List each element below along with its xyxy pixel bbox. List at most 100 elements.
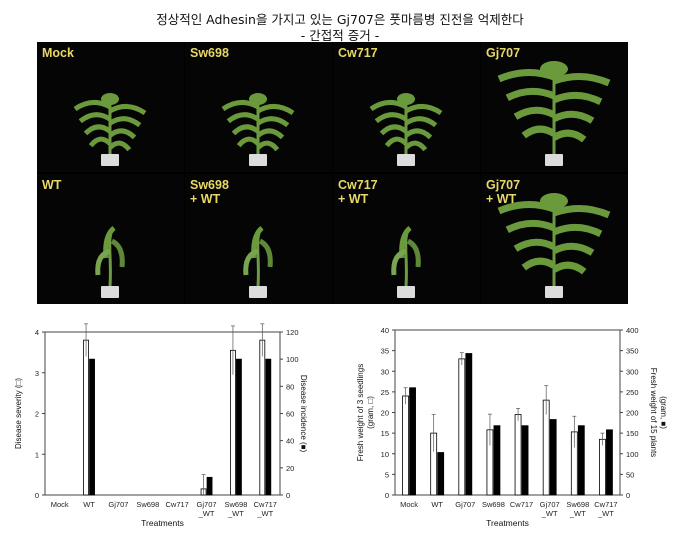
plant-photo-grid: Mock Sw698 Cw717 Gj707 WT Sw698 + WT Cw717 + W… [37, 42, 628, 304]
x-axis-title: Treatments [486, 518, 529, 528]
figure-subtitle: - 간접적 증거 - [300, 28, 380, 43]
y-tick-label: 20 [381, 409, 389, 418]
y-tick-label: 0 [35, 491, 39, 500]
x-tick-label: Gj707 [108, 500, 128, 509]
bar-filled [465, 353, 473, 496]
x-tick-label: Cw717 [254, 500, 277, 509]
bar-filled [265, 358, 272, 496]
healthy-plant-icon [221, 93, 295, 154]
bar-filled [89, 358, 95, 496]
x-tick-label: _WT [541, 509, 558, 518]
x-tick-label: Sw698 [136, 500, 159, 509]
x-tick-label: WT [431, 500, 443, 509]
bar-filled [206, 476, 213, 496]
bar-filled [606, 429, 613, 496]
healthy-plant-icon [497, 61, 611, 154]
x-tick-label: WT [83, 500, 95, 509]
x-tick-label: Sw698 [224, 500, 247, 509]
y-tick-label: 2 [35, 410, 39, 419]
x-tick-label: Cw717 [594, 500, 617, 509]
bar-filled [577, 425, 585, 496]
x-tick-label: Sw698 [482, 500, 505, 509]
photo-panel: Sw698 [185, 42, 332, 172]
plant-pot [545, 154, 563, 166]
y-right-tick-label: 120 [286, 328, 299, 337]
wilted-plant-icon [243, 226, 273, 287]
y-right-tick-label: 400 [626, 326, 639, 335]
x-tick-label: Mock [51, 500, 69, 509]
y-right-axis-title: Fresh weight of 15 plants [649, 368, 658, 457]
treatment-label: Mock [42, 46, 74, 60]
x-tick-label: Gj707 [540, 500, 560, 509]
treatment-label: Gj707 [486, 46, 521, 60]
y-right-tick-label: 150 [626, 429, 639, 438]
fresh-weight-chart: 0510152025303540050100150200250300350400… [356, 326, 668, 528]
y-axis-title: Disease severity (□) [14, 378, 23, 449]
y-right-tick-label: 0 [626, 491, 630, 500]
x-tick-label: _WT [227, 509, 244, 518]
photo-panel: Cw717 [333, 42, 480, 172]
treatment-label: Gj707 + WT [486, 178, 521, 206]
healthy-plant-icon [497, 193, 611, 286]
photo-panel: Gj707 + WT [481, 174, 628, 304]
y-tick-label: 4 [35, 328, 39, 337]
bar-filled [437, 452, 445, 496]
bar-filled [409, 387, 416, 496]
y-axis-title: Fresh weight of 3 seedlings [356, 364, 365, 461]
plant-pot [101, 154, 119, 166]
y-right-tick-label: 20 [286, 464, 294, 473]
x-tick-label: Cw717 [166, 500, 189, 509]
x-tick-label: Cw717 [510, 500, 533, 509]
photo-panel: WT [37, 174, 184, 304]
y-right-tick-label: 100 [286, 355, 299, 364]
treatment-label: Sw698 + WT [190, 178, 229, 206]
bar-open [458, 358, 466, 496]
y-right-tick-label: 80 [286, 382, 294, 391]
plot-frame [44, 331, 281, 496]
photo-panel: Mock [37, 42, 184, 172]
y-right-tick-label: 40 [286, 437, 294, 446]
y-right-tick-label: 100 [626, 450, 639, 459]
bar-open [514, 414, 522, 496]
y-tick-label: 15 [381, 429, 389, 438]
bar-filled [549, 419, 557, 496]
treatment-label: Cw717 [338, 46, 378, 60]
bar-open [402, 395, 409, 496]
y-right-tick-label: 60 [286, 410, 294, 419]
bar-open [259, 339, 266, 496]
x-tick-label: Gj707 [197, 500, 217, 509]
y-tick-label: 10 [381, 450, 389, 459]
plant-pot [101, 286, 119, 298]
y-right-tick-label: 250 [626, 388, 639, 397]
y-axis-title: (gram, □) [366, 396, 375, 429]
x-axis-title: Treatments [141, 518, 184, 528]
y-tick-label: 1 [35, 450, 39, 459]
y-tick-label: 40 [381, 326, 389, 335]
figure-title: 정상적인 Adhesin을 가지고 있는 Gj707은 풋마름병 진전을 억제한… [156, 12, 524, 27]
plant-pot [249, 154, 267, 166]
y-right-tick-label: 350 [626, 347, 639, 356]
x-tick-label: Sw698 [566, 500, 589, 509]
y-right-tick-label: 0 [286, 491, 290, 500]
treatment-label: Cw717 + WT [338, 178, 378, 206]
y-tick-label: 25 [381, 388, 389, 397]
healthy-plant-icon [369, 93, 443, 154]
photo-panel: Sw698 + WT [185, 174, 332, 304]
plant-pot [249, 286, 267, 298]
bar-filled [236, 358, 242, 496]
wilted-plant-icon [391, 226, 421, 287]
x-tick-label: _WT [569, 509, 586, 518]
bar-open [83, 339, 89, 496]
y-right-axis-title: Disease incidence (■) [299, 375, 308, 453]
y-tick-label: 5 [385, 470, 389, 479]
bar-filled [521, 425, 529, 496]
y-tick-label: 3 [35, 369, 39, 378]
bar-filled [493, 425, 501, 496]
y-tick-label: 0 [385, 491, 389, 500]
wilted-plant-icon [95, 226, 125, 287]
healthy-plant-icon [73, 93, 147, 154]
bar-open [599, 438, 606, 496]
y-right-tick-label: 300 [626, 367, 639, 376]
y-right-axis-title: (gram, ■) [659, 396, 668, 429]
